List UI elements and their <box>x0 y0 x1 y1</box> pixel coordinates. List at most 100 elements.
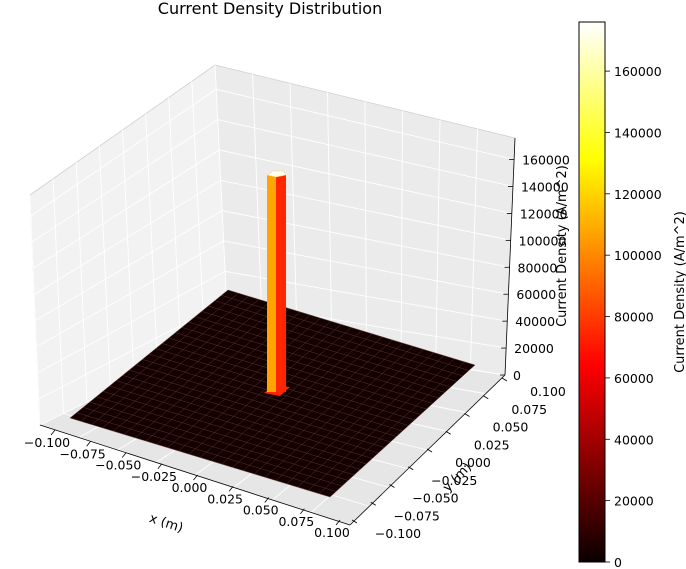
x-axis-line <box>39 424 351 526</box>
grid-line-back-x <box>364 101 367 354</box>
x-ticks: −0.100−0.075−0.050−0.0250.0000.0250.0500… <box>24 429 350 540</box>
x-tick-mark <box>121 452 127 458</box>
colorbar-tick-label: 0 <box>614 555 622 569</box>
y-tick-label: 0.075 <box>511 402 547 417</box>
grid-line-back-y <box>122 129 135 379</box>
x-tick-label: −0.025 <box>131 469 177 484</box>
chart-title: Current Density Distribution <box>158 0 382 18</box>
colorbar-tick-label: 60000 <box>614 371 654 386</box>
y-tick-mark <box>370 501 376 506</box>
y-tick-label: −0.075 <box>394 508 440 523</box>
colorbar-tick-label: 140000 <box>614 125 662 140</box>
y-tick-label: 0.025 <box>474 437 510 452</box>
grid-line-back-x <box>252 74 264 338</box>
colorbar-tick-label: 160000 <box>614 64 662 79</box>
y-ticks: −0.100 −0.075 −0.050 −0.025 0.000 0.025 0.050 0… <box>351 377 566 541</box>
y-tick-label: 0.000 <box>455 455 491 470</box>
x-tick-label: −0.100 <box>24 435 70 450</box>
mesh-line <box>208 305 457 382</box>
y-tick-mark <box>445 430 451 435</box>
x-tick-mark <box>157 463 163 469</box>
y-tick-mark <box>501 377 508 382</box>
surface-plot <box>69 170 476 498</box>
y-tick-mark <box>408 466 414 471</box>
mesh-line <box>329 364 476 498</box>
grid-line-back-y <box>29 194 41 426</box>
z-ticks: 0 20000 40000 60000 80000 100000 120000 140000 1… <box>500 153 570 383</box>
grid-line-back-y <box>191 81 205 344</box>
colorbar-gradient <box>578 21 606 563</box>
grid-line-z <box>35 210 510 321</box>
z-tick-label: 160000 <box>522 153 570 168</box>
grid-line-back-x <box>469 128 478 370</box>
z-tick-label: 120000 <box>520 206 568 221</box>
peak-top <box>266 170 287 178</box>
grid-line-z <box>30 88 515 217</box>
z-tick-label: 100000 <box>519 233 567 248</box>
axes-3d: −0.100−0.075−0.050−0.0250.0000.0250.0500… <box>24 64 570 541</box>
x-tick-mark <box>50 429 56 436</box>
x-tick-mark <box>228 486 234 492</box>
x-axis-label: x (m) <box>147 511 185 536</box>
y-tick-label: 0.050 <box>493 420 529 435</box>
grid-line-back-y <box>75 162 88 402</box>
y-tick-label: −0.100 <box>375 526 421 541</box>
z-axis-line <box>504 137 516 376</box>
grid-line-back-y <box>168 97 182 356</box>
x-tick-mark <box>264 497 270 503</box>
z-tick-label: 60000 <box>516 287 556 302</box>
x-tick-label: 0.100 <box>314 525 350 540</box>
x-tick-label: 0.050 <box>243 503 279 518</box>
z-tick-label: 0 <box>513 368 521 383</box>
y-tick-mark <box>426 448 433 453</box>
x-tick-mark <box>86 441 91 447</box>
colorbar-tick-label: 120000 <box>614 187 662 202</box>
x-tick-label: 0.025 <box>207 491 243 506</box>
z-tick-label: 40000 <box>515 314 555 329</box>
colorbar-tick-label: 80000 <box>614 310 654 325</box>
z-tick-label: 80000 <box>518 260 558 275</box>
colorbar-label: Current Density (A/m^2) <box>673 211 686 373</box>
x-tick-mark <box>300 508 305 514</box>
mesh-line <box>214 300 463 377</box>
y-tick-label: 0.100 <box>530 384 566 399</box>
grid-line-back-x <box>327 92 333 349</box>
y-tick-label: −0.025 <box>431 473 477 488</box>
colorbar-ticks: 0 20000 40000 60000 80000 100000 120000 140000 1… <box>605 64 662 569</box>
mesh-line <box>221 295 470 371</box>
grid-line-back-y <box>52 178 64 414</box>
grid-line-back-x <box>435 119 441 365</box>
x-tick-mark <box>193 474 198 481</box>
grid-line-z <box>37 270 508 374</box>
x-tick-label: 0.000 <box>172 480 208 495</box>
surface-mesh <box>69 289 476 498</box>
colorbar-tick-label: 40000 <box>614 432 654 447</box>
grid-line-z <box>32 149 512 269</box>
peak-face-left <box>267 172 276 392</box>
x-tick-label: −0.075 <box>59 446 105 461</box>
grid-line-z <box>36 240 509 347</box>
mesh-line <box>308 358 455 491</box>
grid-line-z <box>34 179 511 295</box>
z-tick-label: 140000 <box>521 179 569 194</box>
y-tick-mark <box>389 484 395 488</box>
y-tick-mark <box>351 519 358 524</box>
grid-line-back-y <box>145 113 158 367</box>
colorbar: 0 20000 40000 60000 80000 100000 120000 140000 1… <box>578 21 686 569</box>
colorbar-tick-label: 100000 <box>614 248 662 263</box>
x-tick-label: 0.075 <box>278 514 314 529</box>
y-tick-mark <box>483 395 489 400</box>
grid-line-z <box>31 119 514 243</box>
grid-line-back-y <box>98 146 111 391</box>
x-tick-mark <box>335 519 341 526</box>
mesh-line <box>297 355 445 488</box>
grid-line-back-x <box>289 83 298 343</box>
y-tick-mark <box>464 413 470 417</box>
z-axis-label: Current Density (A/m^2) <box>555 165 570 327</box>
mesh-line <box>319 361 465 494</box>
peak-face-right <box>276 172 286 392</box>
y-axis-line <box>349 374 506 526</box>
grid-line-back-x <box>400 110 403 359</box>
y-tick-label: −0.050 <box>412 491 458 506</box>
